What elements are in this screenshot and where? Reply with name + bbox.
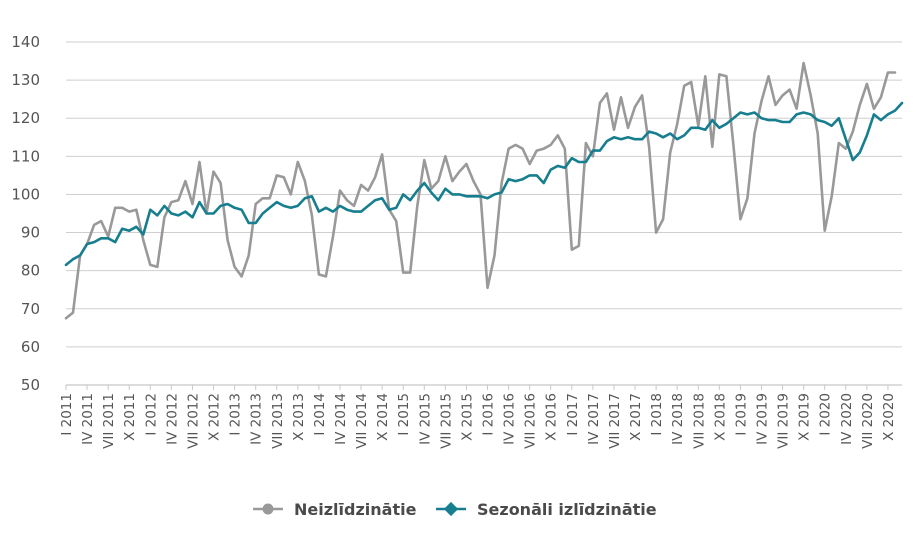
legend-marker-unadjusted <box>262 503 274 515</box>
legend-item-seasonally-adjusted: Sezonāli izlīdzinātie <box>436 500 657 519</box>
x-tick-label: X 2013 <box>291 393 307 441</box>
y-tick-label: 60 <box>21 338 40 356</box>
legend-label-unadjusted: Neizlīdzinātie <box>294 500 417 519</box>
x-axis: I 2011 IV 2011 VII 2011 X 2011 I 2012 IV 2012… <box>59 384 902 449</box>
x-tick-label: I 2014 <box>312 393 328 436</box>
x-tick-label: X 2011 <box>122 393 138 441</box>
y-tick-label: 120 <box>11 109 40 127</box>
x-tick-label: IV 2020 <box>839 393 855 445</box>
x-tick-label: VII 2020 <box>860 393 876 449</box>
x-tick-label: IV 2011 <box>80 393 96 445</box>
y-tick-label: 90 <box>21 224 40 242</box>
x-tick-label: I 2015 <box>396 393 412 436</box>
y-tick-label: 140 <box>11 33 40 51</box>
y-tick-label: 70 <box>21 300 40 318</box>
y-tick-label: 110 <box>11 147 40 165</box>
grid-lines <box>66 41 902 348</box>
y-tick-label: 130 <box>11 71 40 89</box>
x-tick-label: IV 2017 <box>586 393 602 445</box>
x-tick-label: IV 2018 <box>670 393 686 445</box>
x-tick-label: X 2012 <box>207 393 223 441</box>
x-tick-label: I 2016 <box>481 393 497 436</box>
x-tick-label: IV 2019 <box>754 393 770 445</box>
legend-label-seasonally-adjusted: Sezonāli izlīdzinātie <box>477 500 657 519</box>
x-tick-label: IV 2015 <box>417 393 433 445</box>
series-group <box>64 61 904 320</box>
x-tick-label: IV 2016 <box>502 393 518 445</box>
x-tick-label: I 2017 <box>565 393 581 436</box>
x-tick-label: VII 2017 <box>607 393 623 449</box>
x-tick-label: I 2019 <box>733 393 749 436</box>
x-tick-label: I 2018 <box>649 393 665 436</box>
y-tick-label: 80 <box>21 262 40 280</box>
x-tick-label: X 2018 <box>712 393 728 441</box>
x-tick-label: VII 2018 <box>691 393 707 449</box>
x-tick-label: X 2015 <box>459 393 475 441</box>
x-tick-label: VII 2011 <box>101 393 117 449</box>
series-line-seasonally-adjusted <box>64 101 904 267</box>
y-axis-ticks: 50 60 70 80 90 100 110 120 130 140 <box>11 33 40 394</box>
x-tick-label: VII 2019 <box>776 393 792 449</box>
x-tick-label: IV 2013 <box>249 393 265 445</box>
legend: Neizlīdzinātie Sezonāli izlīdzinātie <box>253 500 657 519</box>
x-tick-label: I 2012 <box>143 393 159 436</box>
x-tick-label: X 2014 <box>375 393 391 441</box>
x-tick-label: VII 2014 <box>354 393 370 449</box>
x-tick-label: X 2020 <box>881 393 897 441</box>
x-tick-label: I 2011 <box>59 393 75 436</box>
x-tick-label: X 2017 <box>628 393 644 441</box>
legend-item-unadjusted: Neizlīdzinātie <box>253 500 417 519</box>
legend-marker-seasonally-adjusted <box>443 501 459 517</box>
y-tick-label: 100 <box>11 185 40 203</box>
x-tick-label: X 2019 <box>797 393 813 441</box>
x-tick-label: VII 2012 <box>185 393 201 449</box>
x-tick-label: X 2016 <box>544 393 560 441</box>
x-tick-label: IV 2012 <box>164 393 180 445</box>
x-tick-label: VII 2015 <box>438 393 454 449</box>
x-tick-label: IV 2014 <box>333 393 349 445</box>
series-line-unadjusted <box>64 61 897 320</box>
x-tick-label: VII 2013 <box>270 393 286 449</box>
x-tick-label: VII 2016 <box>523 393 539 449</box>
x-tick-label: I 2013 <box>228 393 244 436</box>
x-tick-label: I 2020 <box>818 393 834 436</box>
y-tick-label: 50 <box>21 376 40 394</box>
